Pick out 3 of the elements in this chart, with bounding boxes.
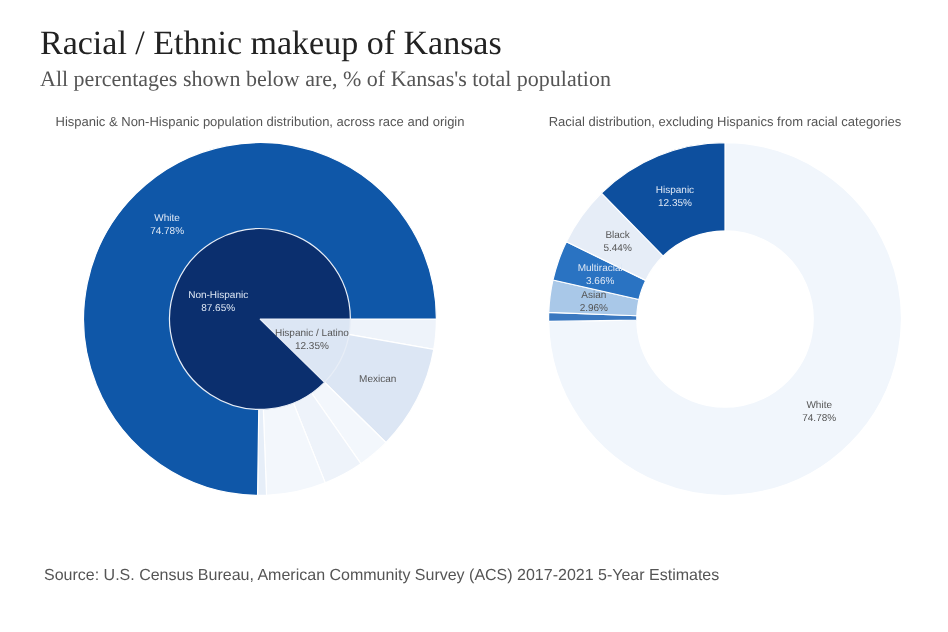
- source-note: Source: U.S. Census Bureau, American Community Survey (ACS) 2017-2021 5-Year Estimates: [44, 566, 720, 584]
- text: Racial / Ethnic makeup of Kansas: [40, 24, 504, 64]
- text: All percentages shown below are, % of Kansas's total population: [40, 68, 611, 92]
